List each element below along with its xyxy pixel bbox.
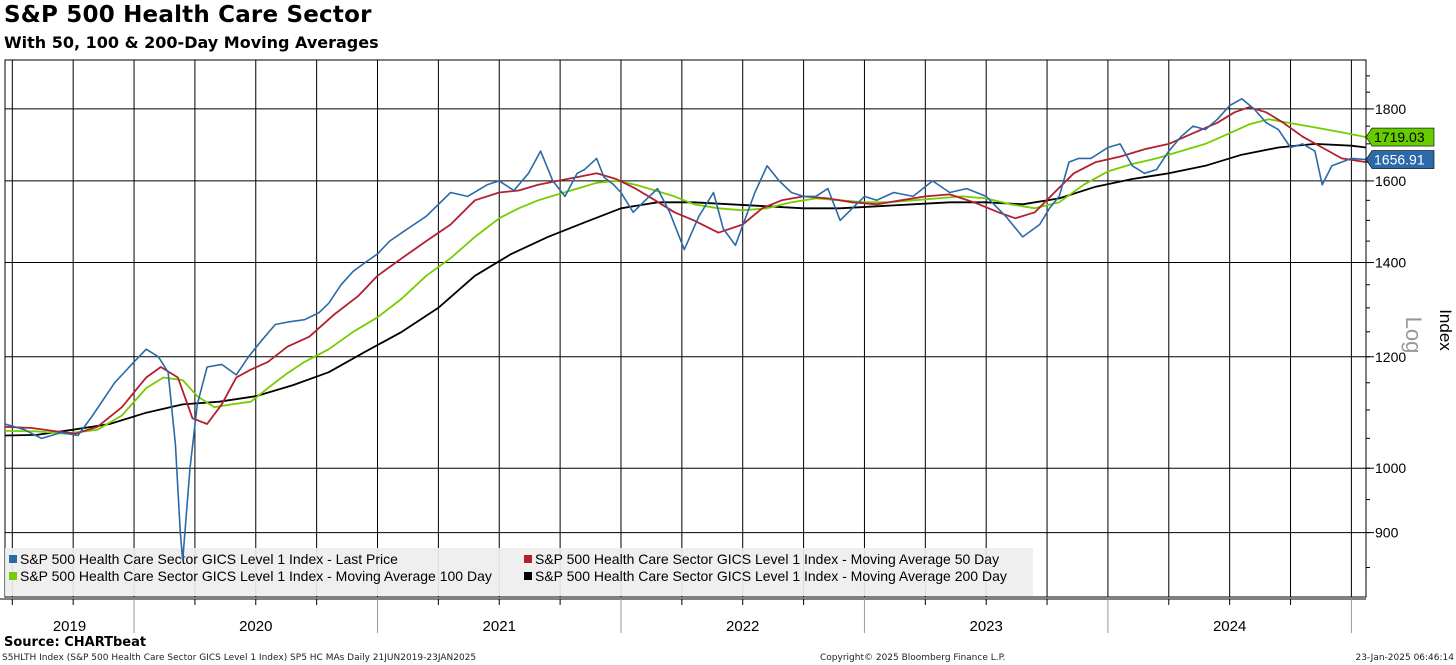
y-tick-label: 1800 (1375, 101, 1406, 117)
legend-label: S&P 500 Health Care Sector GICS Level 1 … (20, 551, 398, 567)
legend-label: S&P 500 Health Care Sector GICS Level 1 … (535, 568, 1007, 584)
x-year-label: 2020 (239, 618, 272, 635)
x-year-label: 2024 (1213, 618, 1246, 635)
legend-swatch (9, 555, 17, 563)
last-value-tag: 1719.03 (1365, 127, 1435, 147)
chart-title: S&P 500 Health Care Sector (4, 2, 372, 28)
last-value-tag-bg (1365, 150, 1435, 169)
last-value-tag-bg (1365, 127, 1435, 147)
series-line (4, 118, 1367, 435)
x-year-label: 2019 (53, 618, 86, 635)
series-line (4, 143, 1367, 437)
legend-swatch (524, 572, 532, 580)
series-line (4, 106, 1367, 435)
y-tick-label: 1000 (1375, 460, 1406, 476)
y-tick-label: 1400 (1375, 255, 1406, 271)
legend-label: S&P 500 Health Care Sector GICS Level 1 … (535, 551, 999, 567)
legend: S&P 500 Health Care Sector GICS Level 1 … (5, 548, 1033, 596)
y-tick-label: 1200 (1375, 349, 1406, 365)
series-line (4, 98, 1367, 562)
y-axis-label: Index (1436, 309, 1455, 351)
last-value-tag: 1656.91 (1365, 150, 1435, 169)
plot-area (4, 59, 1367, 598)
last-value-tag-text: 1719.03 (1374, 129, 1425, 145)
footer-ticker-info: S5HLTH Index (S&P 500 Health Care Sector… (2, 653, 477, 663)
footer-timestamp: 23-Jan-2025 06:46:14 (1355, 653, 1454, 663)
x-year-label: 2023 (969, 618, 1002, 635)
source-note: Source: CHARTbeat (4, 635, 147, 650)
y-tick-label: 900 (1375, 525, 1399, 541)
log-scale-label: Log (1401, 317, 1426, 354)
y-tick-label: 1600 (1375, 173, 1406, 189)
x-year-label: 2021 (483, 618, 516, 635)
x-year-label: 2022 (726, 618, 759, 635)
chart-subtitle: With 50, 100 & 200-Day Moving Averages (4, 33, 379, 52)
legend-box (5, 548, 1033, 596)
legend-swatch (524, 555, 532, 563)
legend-label: S&P 500 Health Care Sector GICS Level 1 … (20, 568, 492, 584)
last-value-tag-text: 1656.91 (1374, 152, 1425, 168)
legend-swatch (9, 572, 17, 580)
footer-copyright: Copyright© 2025 Bloomberg Finance L.P. (820, 653, 1006, 663)
